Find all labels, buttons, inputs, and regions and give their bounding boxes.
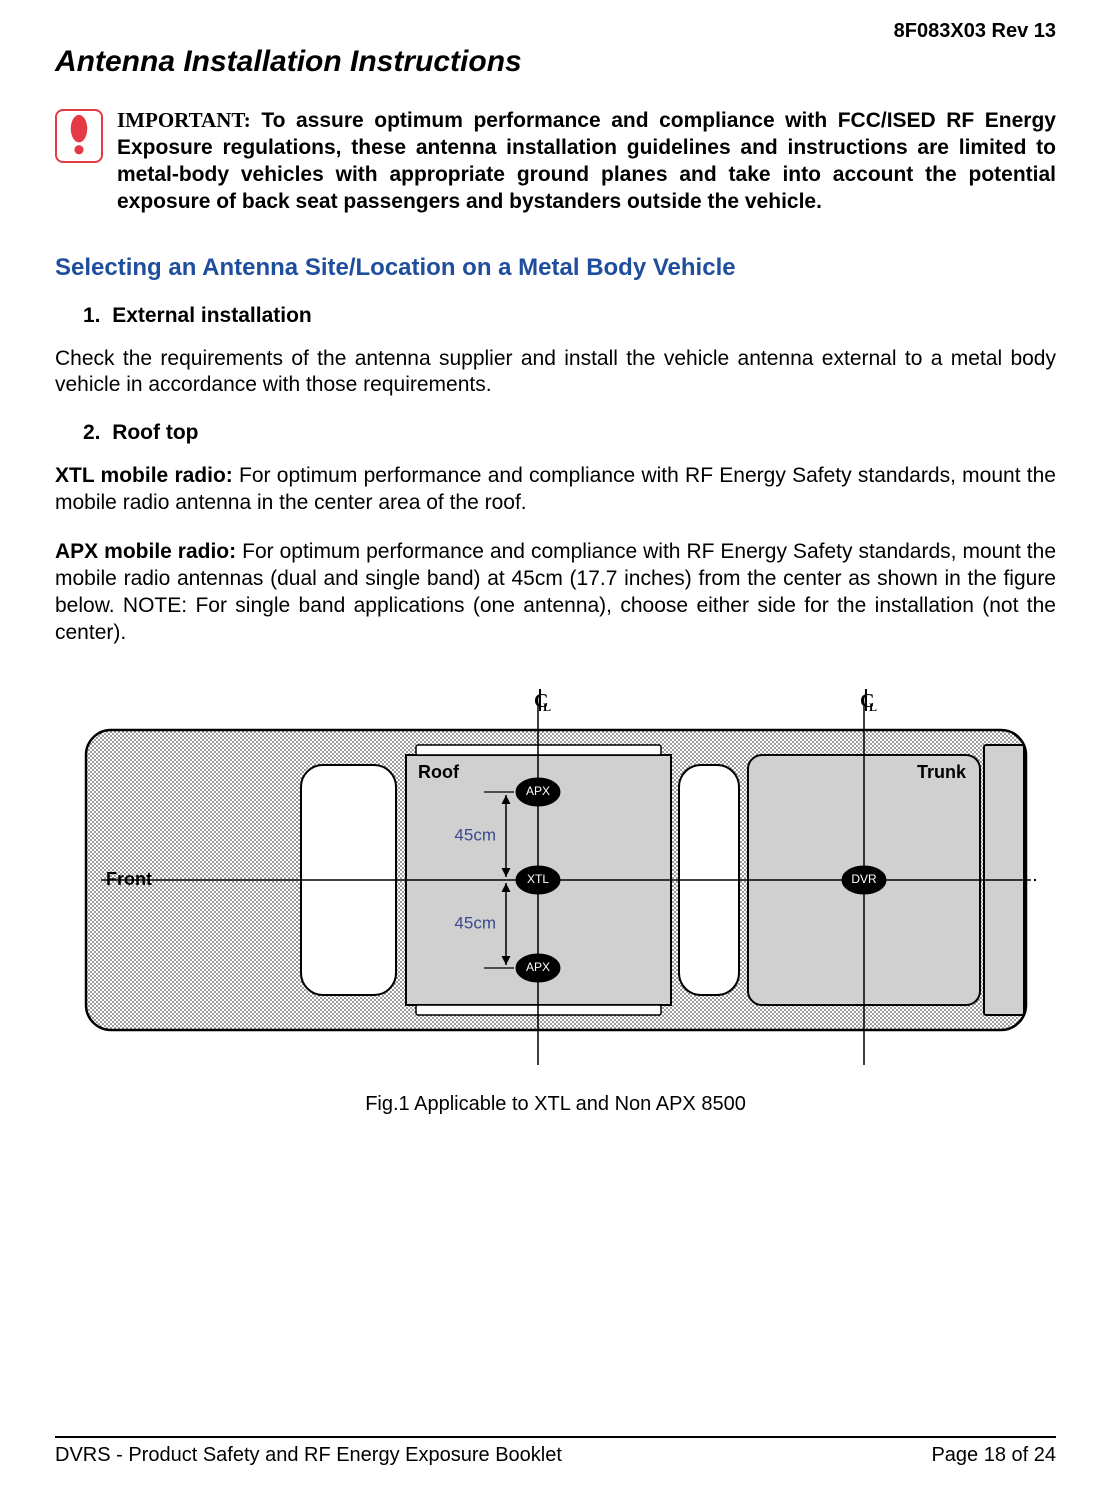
svg-text:XTL: XTL <box>526 872 548 886</box>
footer-rule <box>55 1436 1056 1438</box>
list-title-2: Roof top <box>112 421 198 444</box>
important-icon <box>55 109 103 163</box>
svg-text:Trunk: Trunk <box>916 761 966 781</box>
important-body: To assure optimum performance and compli… <box>117 109 1056 213</box>
figure-caption: Fig.1 Applicable to XTL and Non APX 8500 <box>55 1093 1056 1116</box>
svg-text:L: L <box>869 700 877 714</box>
important-callout: IMPORTANT: To assure optimum performance… <box>55 107 1056 216</box>
svg-text:L: L <box>543 700 551 714</box>
list-title-1: External installation <box>112 304 312 327</box>
page-title: Antenna Installation Instructions <box>55 45 1056 79</box>
figure-wrap: CLCLCLAPXXTLAPXDVR45cm45cmRoofTrunkFront… <box>55 685 1056 1116</box>
svg-text:APX: APX <box>525 960 549 974</box>
list-item-2: 2. Roof top <box>55 421 1056 445</box>
svg-text:APX: APX <box>525 784 549 798</box>
svg-text:45cm: 45cm <box>454 913 496 932</box>
svg-text:45cm: 45cm <box>454 825 496 844</box>
list-num-2: 2. <box>83 421 101 444</box>
important-text: IMPORTANT: To assure optimum performance… <box>117 107 1056 216</box>
footer-right: Page 18 of 24 <box>931 1444 1056 1467</box>
external-paragraph: Check the requirements of the antenna su… <box>55 346 1056 400</box>
svg-text:DVR: DVR <box>851 872 877 886</box>
vehicle-diagram: CLCLCLAPXXTLAPXDVR45cm45cmRoofTrunkFront <box>76 685 1036 1075</box>
list-item-1: 1. External installation <box>55 304 1056 328</box>
svg-text:Front: Front <box>106 868 152 888</box>
important-label: IMPORTANT: <box>117 108 251 132</box>
apx-label: APX mobile radio: <box>55 540 236 563</box>
xtl-paragraph: XTL mobile radio: For optimum performanc… <box>55 463 1056 517</box>
footer-left: DVRS - Product Safety and RF Energy Expo… <box>55 1444 562 1467</box>
section-heading: Selecting an Antenna Site/Location on a … <box>55 254 1056 282</box>
svg-text:Roof: Roof <box>418 761 460 781</box>
revision-text: 8F083X03 Rev 13 <box>55 20 1056 43</box>
list-num-1: 1. <box>83 304 101 327</box>
xtl-label: XTL mobile radio: <box>55 464 233 487</box>
page-footer: DVRS - Product Safety and RF Energy Expo… <box>55 1436 1056 1467</box>
apx-paragraph: APX mobile radio: For optimum performanc… <box>55 539 1056 647</box>
